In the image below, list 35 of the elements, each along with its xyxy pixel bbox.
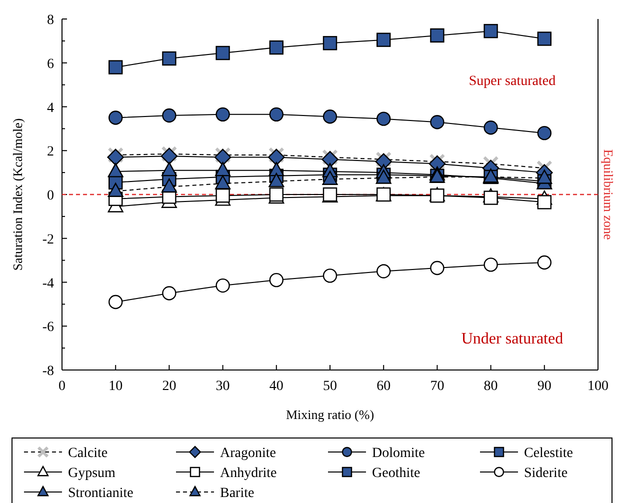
x-tick-label: 80 xyxy=(484,379,498,394)
x-tick-label: 10 xyxy=(108,379,123,394)
y-axis-title: Saturation Index (Kcal/mole) xyxy=(10,118,25,271)
x-tick-label: 60 xyxy=(376,379,391,394)
legend-label: Anhydrite xyxy=(220,466,277,481)
legend-label: Calcite xyxy=(68,446,108,461)
legend-label: Gypsum xyxy=(68,466,116,481)
x-tick-label: 100 xyxy=(588,379,608,394)
legend-label: Aragonite xyxy=(220,446,276,461)
y-tick-label: 2 xyxy=(47,144,54,160)
legend-label: Geothite xyxy=(372,466,420,481)
y-tick-label: -4 xyxy=(42,276,54,292)
legend-label: Celestite xyxy=(524,446,573,461)
x-tick-label: 40 xyxy=(269,379,284,394)
legend-label: Strontianite xyxy=(68,486,134,501)
x-tick-label: 0 xyxy=(58,379,66,394)
y-tick-label: -2 xyxy=(42,232,54,248)
x-tick-label: 20 xyxy=(162,379,176,394)
annotation: Super saturated xyxy=(468,74,556,89)
legend-label: Barite xyxy=(220,486,254,501)
annotation: Under saturated xyxy=(461,330,564,348)
x-tick-label: 90 xyxy=(537,379,552,394)
y-tick-label: 8 xyxy=(47,13,54,28)
y-tick-label: 4 xyxy=(47,100,54,116)
legend-label: Siderite xyxy=(524,466,568,481)
ref-line-label: Equilibrium zone xyxy=(601,149,616,240)
legend-label: Dolomite xyxy=(372,446,425,461)
x-tick-label: 70 xyxy=(430,379,444,394)
x-tick-label: 50 xyxy=(323,379,337,394)
x-axis-title: Mixing ratio (%) xyxy=(286,407,374,422)
x-tick-label: 30 xyxy=(216,379,230,394)
y-tick-label: 6 xyxy=(47,56,54,72)
y-tick-label: -6 xyxy=(42,320,54,336)
y-tick-label: 0 xyxy=(47,188,54,204)
y-tick-label: -8 xyxy=(42,364,54,379)
